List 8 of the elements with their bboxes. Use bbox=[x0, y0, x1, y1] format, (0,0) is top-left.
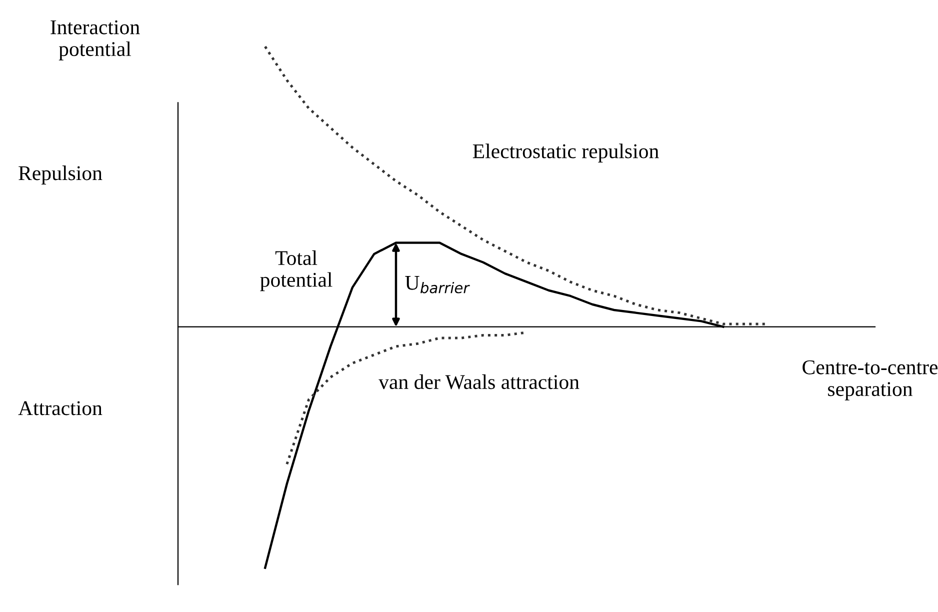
text: Repulsion bbox=[18, 166, 102, 184]
series-label: Total potential bbox=[260, 250, 332, 292]
annotation: U$_{barrier}$ bbox=[405, 276, 470, 294]
series-label: van der Waals attraction bbox=[378, 374, 580, 390]
x-axis-title: Centre-to-centre separation bbox=[802, 360, 938, 400]
text: Attraction bbox=[18, 401, 102, 416]
text: Electrostatic repulsion bbox=[472, 144, 659, 163]
text: Interaction potential bbox=[50, 20, 140, 60]
